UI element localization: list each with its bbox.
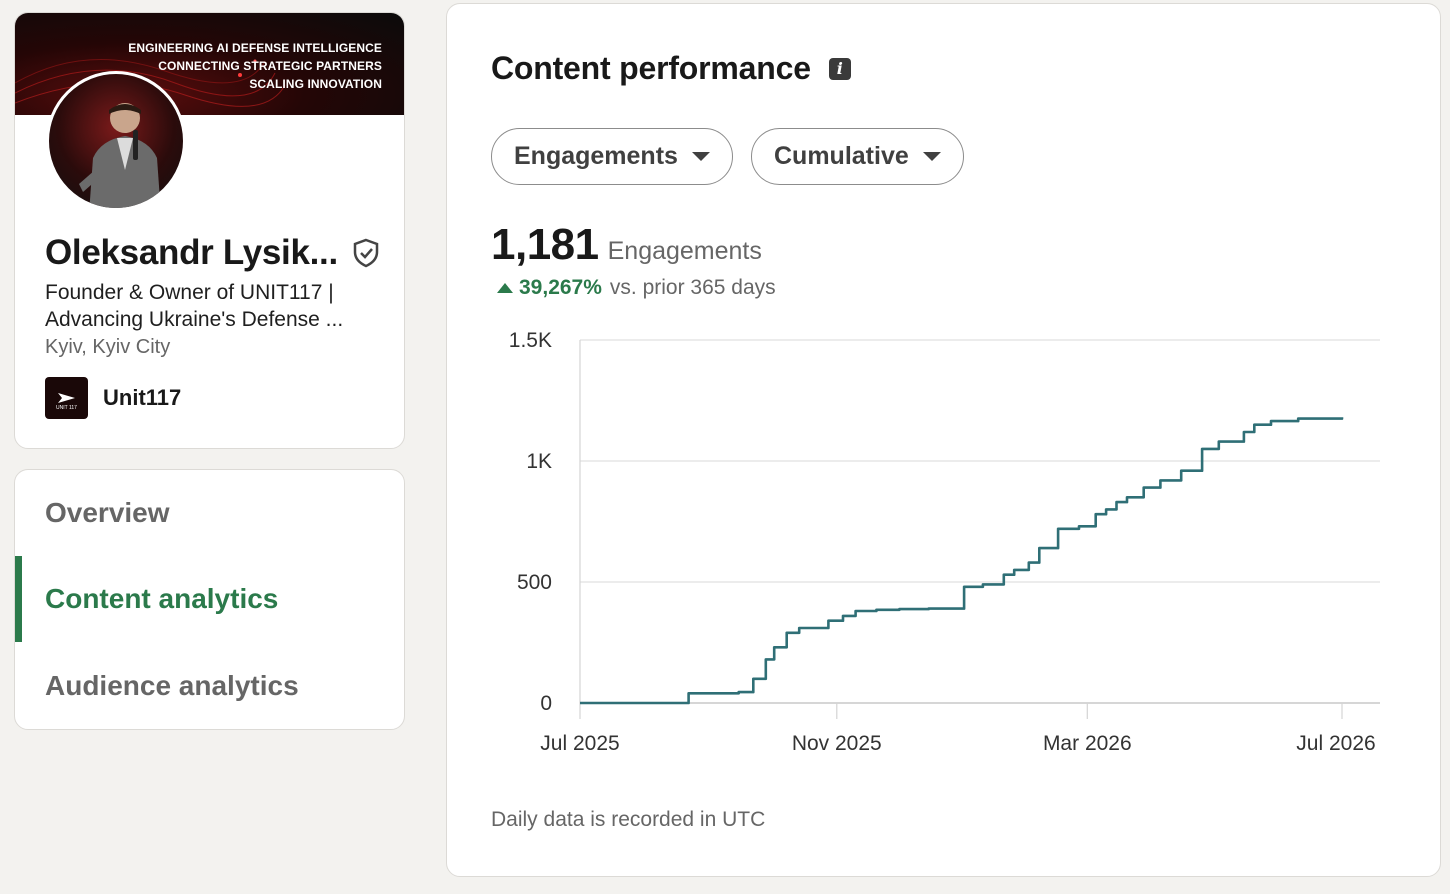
x-tick-label: Mar 2026	[1043, 732, 1132, 755]
profile-headline: Founder & Owner of UNIT117 | Advancing U…	[45, 279, 385, 333]
info-icon[interactable]: i	[828, 57, 851, 80]
profile-name[interactable]: Oleksandr Lysik...	[45, 233, 338, 272]
nav-item-content-analytics[interactable]: Content analytics	[15, 556, 404, 642]
content-performance-card: Content performance i Engagements Cumula…	[446, 3, 1441, 877]
profile-location: Kyiv, Kyiv City	[45, 336, 171, 358]
engagements-chart[interactable]: 0 500 1K 1.5K Jul 2025 Nov 2025 Mar 2026 Jul 20…	[447, 4, 1442, 794]
banner-line: ENGINEERING AI DEFENSE INTELLIGENCE	[128, 41, 382, 55]
change-percent: 39,267%	[519, 276, 602, 299]
avatar[interactable]	[46, 71, 186, 211]
nav-item-audience-analytics[interactable]: Audience analytics	[45, 670, 299, 701]
x-tick-label: Nov 2025	[792, 732, 882, 755]
y-tick-label: 0	[540, 692, 552, 715]
metric-dropdown[interactable]: Engagements	[491, 128, 733, 185]
change-row: 39,267% vs. prior 365 days	[497, 276, 776, 300]
metric-dropdown-label: Engagements	[514, 142, 678, 170]
company-logo-text: UNIT 117	[56, 405, 77, 411]
company-name[interactable]: Unit117	[103, 385, 182, 410]
banner-line: SCALING INNOVATION	[249, 77, 382, 91]
y-tick-label: 500	[517, 571, 552, 594]
mode-dropdown-label: Cumulative	[774, 142, 909, 170]
company-logo: UNIT 117	[45, 377, 88, 419]
analytics-nav: Overview Content analytics Audience anal…	[14, 469, 405, 730]
name-row: Oleksandr Lysik...	[45, 233, 380, 273]
avatar-photo	[79, 103, 161, 208]
page-title: Content performance	[491, 50, 811, 86]
banner-text: ENGINEERING AI DEFENSE INTELLIGENCE CONN…	[128, 39, 382, 93]
trend-up-icon	[497, 283, 513, 293]
nav-item-overview[interactable]: Overview	[45, 497, 170, 528]
verified-shield-icon[interactable]	[352, 238, 380, 268]
metric-value: 1,181	[491, 220, 599, 269]
metric-summary: 1,181 Engagements	[491, 220, 762, 270]
metric-label: Engagements	[607, 237, 762, 265]
headline-line: Founder & Owner of UNIT117 |	[45, 281, 334, 304]
x-tick-label: Jul 2026	[1296, 732, 1375, 755]
change-label: vs. prior 365 days	[609, 276, 776, 299]
mode-dropdown[interactable]: Cumulative	[751, 128, 964, 185]
caret-down-icon	[922, 152, 941, 161]
y-tick-label: 1K	[526, 450, 552, 473]
banner-graphic	[15, 59, 286, 107]
series-line	[580, 417, 1344, 705]
headline-line: Advancing Ukraine's Defense ...	[45, 308, 344, 331]
title-row: Content performance i	[491, 50, 851, 87]
x-tick-label: Jul 2025	[540, 732, 619, 755]
y-tick-label: 1.5K	[509, 329, 552, 352]
company-link[interactable]: UNIT 117 Unit117	[45, 377, 181, 419]
banner-line: CONNECTING STRATEGIC PARTNERS	[158, 59, 382, 73]
profile-card: ENGINEERING AI DEFENSE INTELLIGENCE CONN…	[14, 12, 405, 449]
caret-down-icon	[691, 152, 710, 161]
footnote: Daily data is recorded in UTC	[491, 808, 766, 831]
